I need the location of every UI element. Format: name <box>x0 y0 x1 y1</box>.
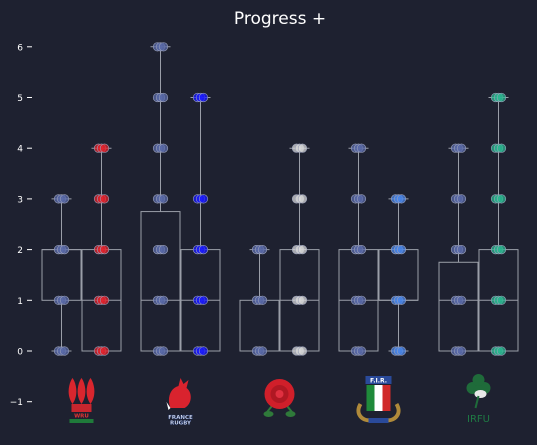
y-tick-label: 0 <box>17 348 23 358</box>
data-point <box>99 143 110 153</box>
data-point <box>158 295 169 305</box>
shield-ribbon <box>368 418 389 423</box>
logo-text: FRANCE <box>168 415 193 421</box>
logo-text: F.I.R. <box>370 378 387 385</box>
data-point <box>356 143 367 153</box>
data-point <box>257 245 268 255</box>
data-point <box>356 346 367 356</box>
y-axis: −1 0 1 2 3 4 5 6 <box>10 43 32 408</box>
green-band <box>69 419 94 423</box>
feather-shape <box>77 378 86 404</box>
data-point <box>396 295 407 305</box>
data-point <box>396 194 407 204</box>
data-point <box>158 92 169 103</box>
data-point <box>496 346 507 356</box>
data-point <box>456 143 467 153</box>
data-point <box>297 295 308 305</box>
data-point <box>456 194 467 204</box>
y-tick-label: 4 <box>17 145 23 155</box>
data-point <box>396 346 407 356</box>
data-point <box>198 245 209 255</box>
shamrock-leaf <box>472 374 485 386</box>
wales-feathers-logo: WRU <box>68 378 95 423</box>
data-point <box>496 92 507 103</box>
y-tick-label: 1 <box>17 297 23 307</box>
data-point <box>99 245 110 255</box>
feather-shape <box>86 378 95 404</box>
logo-text: WRU <box>74 414 89 420</box>
data-point <box>496 295 507 305</box>
data-point <box>257 295 268 305</box>
rose-leaf <box>263 411 274 417</box>
italy-fir-shield-logo: F.I.R. <box>356 376 401 423</box>
data-point <box>198 346 209 356</box>
logo-text: RUGBY <box>170 421 192 427</box>
data-point <box>257 346 268 356</box>
data-point <box>59 194 70 204</box>
chart-title: Progress + <box>234 9 326 29</box>
crown-band <box>71 404 92 412</box>
data-point <box>158 346 169 356</box>
data-point <box>59 346 70 356</box>
shamrock-stem <box>474 395 480 409</box>
point-layer <box>53 42 507 356</box>
data-point <box>158 143 169 153</box>
data-point <box>356 194 367 204</box>
flag-green <box>366 385 375 411</box>
rugby-ball <box>474 390 487 398</box>
y-tick-label: −1 <box>10 398 23 408</box>
feather-shape <box>68 378 77 404</box>
y-tick-label: 6 <box>17 43 23 53</box>
data-point <box>297 346 308 356</box>
data-point <box>456 245 467 255</box>
flag-red <box>382 385 391 411</box>
data-point <box>456 295 467 305</box>
ireland-shamrock-logo: IRFU <box>466 374 491 425</box>
shield-header <box>365 376 392 384</box>
logo-text: IRFU <box>467 414 490 425</box>
data-point <box>297 143 308 153</box>
data-point <box>198 92 209 103</box>
data-point <box>198 295 209 305</box>
data-point <box>356 245 367 255</box>
data-point <box>396 245 407 255</box>
data-point <box>496 194 507 204</box>
data-point <box>99 346 110 356</box>
data-point <box>158 42 169 52</box>
data-point <box>356 295 367 305</box>
y-tick-label: 5 <box>17 94 23 104</box>
rooster-tail <box>166 402 171 410</box>
y-tick-label: 3 <box>17 195 23 205</box>
rose-center <box>275 390 284 398</box>
data-point <box>297 245 308 255</box>
data-point <box>59 295 70 305</box>
data-point <box>496 245 507 255</box>
rose-leaf <box>285 411 296 417</box>
data-point <box>496 143 507 153</box>
england-rose-logo <box>263 379 296 417</box>
data-point <box>198 194 209 204</box>
data-point <box>99 295 110 305</box>
y-tick-label: 2 <box>17 246 23 256</box>
data-point <box>158 245 169 255</box>
flag-white <box>374 385 383 411</box>
data-point <box>59 245 70 255</box>
rooster-shape <box>168 378 191 408</box>
data-point <box>99 194 110 204</box>
data-point <box>297 194 308 204</box>
data-point <box>456 346 467 356</box>
data-point <box>158 194 169 204</box>
